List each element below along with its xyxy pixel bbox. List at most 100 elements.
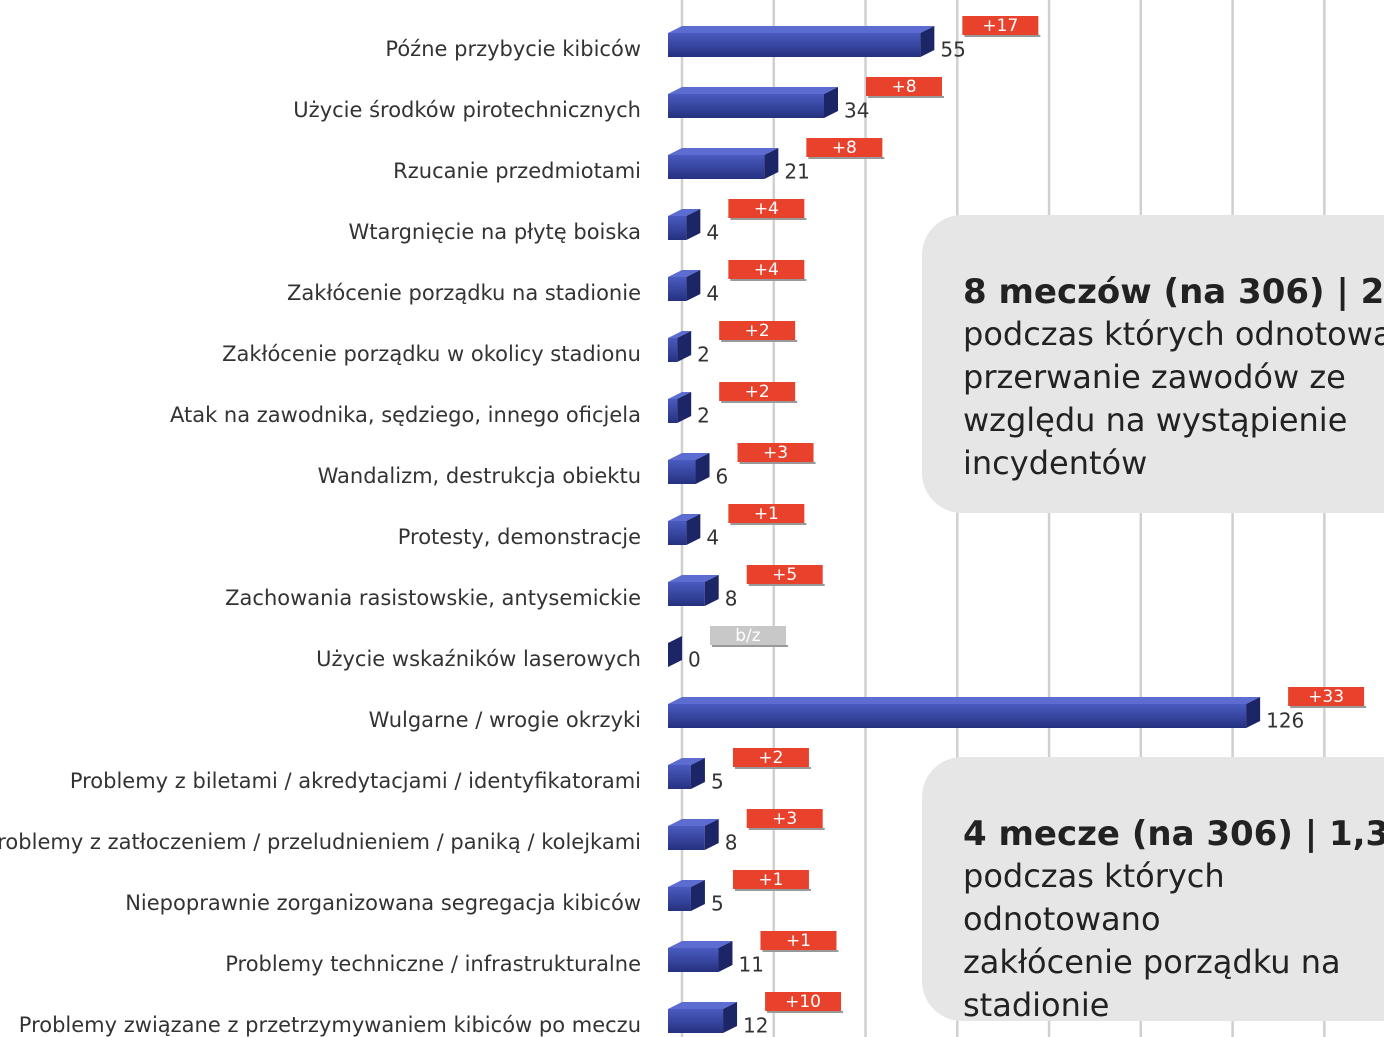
change-badge xyxy=(732,870,809,889)
change-badge xyxy=(765,992,842,1011)
bar-side xyxy=(686,270,701,301)
bar-top xyxy=(668,758,705,765)
bar xyxy=(668,941,733,972)
bar-side xyxy=(704,819,719,850)
bar-top xyxy=(668,270,701,277)
value-label: 4 xyxy=(706,221,719,245)
bar xyxy=(668,697,1261,728)
value-label: 4 xyxy=(706,526,719,550)
bar-top xyxy=(668,453,710,460)
category-label: Problemy techniczne / infrastrukturalne xyxy=(225,952,641,976)
bar-top xyxy=(668,941,733,948)
change-label: +2 xyxy=(745,382,770,402)
bar-side xyxy=(718,941,733,972)
annotation-line: zakłócenie porządku na xyxy=(963,943,1341,981)
change-label: +4 xyxy=(754,199,779,219)
bar xyxy=(668,636,682,667)
value-label: 34 xyxy=(844,99,869,123)
value-label: 126 xyxy=(1266,709,1304,733)
bar xyxy=(668,880,705,911)
change-badge xyxy=(962,16,1039,35)
category-label: Zakłócenie porządku w okolicy stadionu xyxy=(222,342,641,366)
change-badge xyxy=(719,382,796,401)
value-label: 55 xyxy=(940,38,965,62)
category-label: Atak na zawodnika, sędziego, innego ofic… xyxy=(170,403,641,427)
category-label: Wtargnięcie na płytę boiska xyxy=(348,220,641,244)
category-label: Protesty, demonstracje xyxy=(398,525,641,549)
bar-side xyxy=(690,758,705,789)
bar-front xyxy=(668,460,696,484)
annotation-line: odnotowano xyxy=(963,900,1161,938)
bar xyxy=(668,392,692,423)
category-label: Wulgarne / wrogie okrzyki xyxy=(369,708,641,732)
bar-side xyxy=(668,636,682,667)
change-label: +2 xyxy=(745,321,770,341)
annotation-line: przerwanie zawodów ze xyxy=(963,358,1346,396)
bar-side xyxy=(686,209,701,240)
category-label: Zakłócenie porządku na stadionie xyxy=(287,281,641,305)
change-label: +1 xyxy=(754,504,779,524)
bar xyxy=(668,758,705,789)
change-badge xyxy=(806,138,883,157)
bar-side xyxy=(695,453,710,484)
bar-side xyxy=(764,148,779,179)
bar-top xyxy=(668,575,719,582)
bar-front xyxy=(668,33,921,57)
change-label: +3 xyxy=(772,809,797,829)
value-label: 2 xyxy=(697,343,710,367)
change-badge xyxy=(866,77,942,96)
annotation-background xyxy=(922,215,1384,513)
bar-front xyxy=(668,338,678,362)
change-badge xyxy=(728,504,805,523)
bar-front xyxy=(668,704,1247,728)
annotation-box: 8 meczów (na 306) | 2,6%podczas których … xyxy=(922,215,1384,513)
bar-side xyxy=(677,392,692,423)
change-badge xyxy=(1288,687,1365,706)
bar-front xyxy=(668,1009,724,1033)
category-label: Zachowania rasistowskie, antysemickie xyxy=(225,586,641,610)
bar xyxy=(668,331,692,362)
bar-top xyxy=(668,819,719,826)
bar-front xyxy=(668,582,705,606)
change-label: +33 xyxy=(1308,687,1344,707)
value-label: 4 xyxy=(706,282,719,306)
bar-side xyxy=(686,514,701,545)
annotation-line: podczas których odnotowano xyxy=(963,315,1384,353)
bar-front xyxy=(668,765,691,789)
change-label: +2 xyxy=(758,748,783,768)
annotation-title: 4 mecze (na 306) | 1,3% xyxy=(963,814,1384,854)
bar-front xyxy=(668,216,687,240)
bar xyxy=(668,514,701,545)
change-label: +1 xyxy=(786,931,811,951)
annotation-background xyxy=(922,757,1384,1021)
bar-side xyxy=(677,331,692,362)
change-label: +10 xyxy=(785,992,821,1012)
change-badge xyxy=(710,626,786,645)
change-label: +8 xyxy=(832,138,857,158)
bar xyxy=(668,148,779,179)
annotation-line: stadionie xyxy=(963,986,1109,1024)
bar-top xyxy=(668,148,779,155)
annotation-line: podczas których xyxy=(963,857,1225,895)
bar-front xyxy=(668,521,687,545)
value-label: 2 xyxy=(697,404,710,428)
category-label: Użycie środków pirotechnicznych xyxy=(293,98,641,122)
change-badge xyxy=(746,565,823,584)
change-badge xyxy=(732,748,809,767)
bar xyxy=(668,26,935,57)
bar-side xyxy=(690,880,705,911)
bar-front xyxy=(668,155,765,179)
change-label: +17 xyxy=(982,16,1018,36)
bar-front xyxy=(668,948,719,972)
category-label: Niepoprawnie zorganizowana segregacja ki… xyxy=(125,891,641,915)
bar-top xyxy=(668,26,935,33)
bar-top xyxy=(668,1002,738,1009)
change-label: +3 xyxy=(763,443,788,463)
annotation-box: 4 mecze (na 306) | 1,3%podczas których od… xyxy=(922,757,1384,1024)
bar-top xyxy=(668,392,692,399)
category-label: Problemy z biletami / akredytacjami / id… xyxy=(70,769,641,793)
bar-top xyxy=(668,331,692,338)
bar xyxy=(668,270,701,301)
category-label: Problemy z zatłoczeniem / przeludnieniem… xyxy=(0,830,641,854)
bar-top xyxy=(668,87,838,94)
